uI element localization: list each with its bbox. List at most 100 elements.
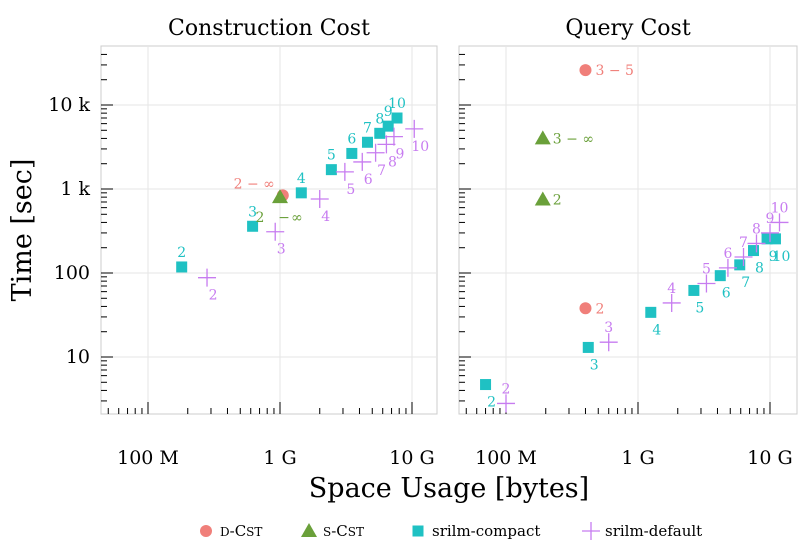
panel-background <box>100 45 438 415</box>
point-label: 7 <box>739 235 748 251</box>
x-tick-label: 1 G <box>621 447 654 469</box>
data-point-square <box>346 147 358 159</box>
point-label: 9 <box>384 104 393 120</box>
data-point-plus <box>662 293 681 312</box>
point-label: 4 <box>652 322 661 338</box>
point-label: 5 <box>702 261 711 277</box>
point-label: 5 <box>327 148 336 164</box>
point-label: 2 <box>487 395 496 411</box>
point-label: 4 <box>321 209 330 225</box>
data-point-circle <box>579 64 592 77</box>
point-label: 3 <box>604 320 613 336</box>
legend-label: srilm-default <box>605 522 702 540</box>
point-label: ∞ <box>291 210 303 226</box>
data-point-square <box>645 306 657 318</box>
x-axis-title: Space Usage [bytes] <box>309 473 589 504</box>
data-point-plus <box>353 152 372 171</box>
point-label: 3 <box>277 242 286 258</box>
legend-swatch-circle <box>200 525 212 537</box>
data-point-square <box>734 259 746 271</box>
point-label: 3 <box>590 357 599 373</box>
point-label: 5 <box>346 182 355 198</box>
x-tick-label: 10 G <box>747 447 792 469</box>
point-label: 4 <box>667 281 676 297</box>
point-label: 10 <box>771 200 789 216</box>
point-label: 8 <box>755 261 764 277</box>
legend-label: srilm-compact <box>432 522 540 540</box>
data-point-triangle <box>534 130 551 145</box>
data-point-square <box>391 112 403 124</box>
data-point-plus <box>697 274 716 293</box>
point-label: 6 <box>364 172 373 188</box>
x-tick-label: 10 G <box>389 447 434 469</box>
chart-axes <box>101 53 771 414</box>
data-point-square <box>382 120 394 132</box>
chart-marks <box>176 64 789 413</box>
panel-title: Query Cost <box>565 16 691 41</box>
point-label: 10 <box>411 139 429 155</box>
point-label: 8 <box>752 221 761 237</box>
y-tick-label: 1 k <box>60 178 90 200</box>
data-point-circle <box>579 302 592 315</box>
point-label: 5 <box>695 300 704 316</box>
x-tick-label: 100 M <box>475 447 537 469</box>
data-point-square <box>176 261 188 273</box>
data-point-square <box>769 233 781 245</box>
point-label: 2 − ∞ <box>234 176 275 192</box>
point-label: 8 <box>388 154 397 170</box>
data-point-square <box>295 187 307 199</box>
point-label: − <box>278 210 290 226</box>
data-point-plus <box>335 162 354 181</box>
point-label: 2 <box>595 301 604 317</box>
panel-title: Construction Cost <box>168 16 370 41</box>
chart-legend: D-CST S-CST srilm-compact srilm-default <box>200 522 702 540</box>
point-label: 3 <box>248 204 257 220</box>
legend-label: S-CST <box>323 522 364 540</box>
panel-background <box>458 45 798 415</box>
data-point-square <box>361 136 373 148</box>
y-tick-label: 10 <box>66 346 90 368</box>
x-tick-label: 100 M <box>117 447 179 469</box>
point-label: 9 <box>766 211 775 227</box>
point-label: 6 <box>347 131 356 147</box>
point-label: 10 <box>773 249 791 265</box>
data-point-plus <box>366 143 385 162</box>
data-point-triangle <box>534 191 551 206</box>
point-label: 7 <box>377 163 386 179</box>
data-point-plus <box>405 119 424 138</box>
data-point-plus <box>770 213 789 232</box>
point-label: 2 <box>177 245 186 261</box>
data-point-plus <box>718 258 737 277</box>
point-label: 7 <box>741 275 750 291</box>
point-label: 3 − 5 <box>595 63 633 79</box>
data-point-square <box>582 341 594 353</box>
y-tick-label: 100 <box>54 262 90 284</box>
point-label: 2 <box>502 381 511 397</box>
point-label: 6 <box>723 246 732 262</box>
data-point-plus <box>497 394 515 413</box>
data-point-square <box>761 233 773 245</box>
data-point-plus <box>198 268 217 287</box>
data-point-square <box>688 284 700 296</box>
legend-swatch-plus <box>582 522 600 540</box>
point-label: 7 <box>363 120 372 136</box>
point-label: 9 <box>395 147 404 163</box>
point-label: 9 <box>769 249 778 265</box>
data-point-square <box>374 127 386 139</box>
y-tick-label: 10 k <box>48 94 90 116</box>
point-label: 4 <box>297 171 306 187</box>
point-label: 2 <box>256 210 265 226</box>
data-point-plus <box>384 127 403 146</box>
data-point-plus <box>377 135 396 154</box>
chart-panels <box>100 45 798 415</box>
data-point-plus <box>266 222 285 241</box>
y-axis-title: Time [sec] <box>7 159 38 302</box>
x-tick-label: 1 G <box>263 447 296 469</box>
data-point-plus <box>747 234 766 253</box>
data-point-square <box>247 220 259 232</box>
point-label: 2 <box>553 192 562 208</box>
data-point-plus <box>310 190 329 209</box>
legend-swatch-triangle <box>301 523 317 537</box>
